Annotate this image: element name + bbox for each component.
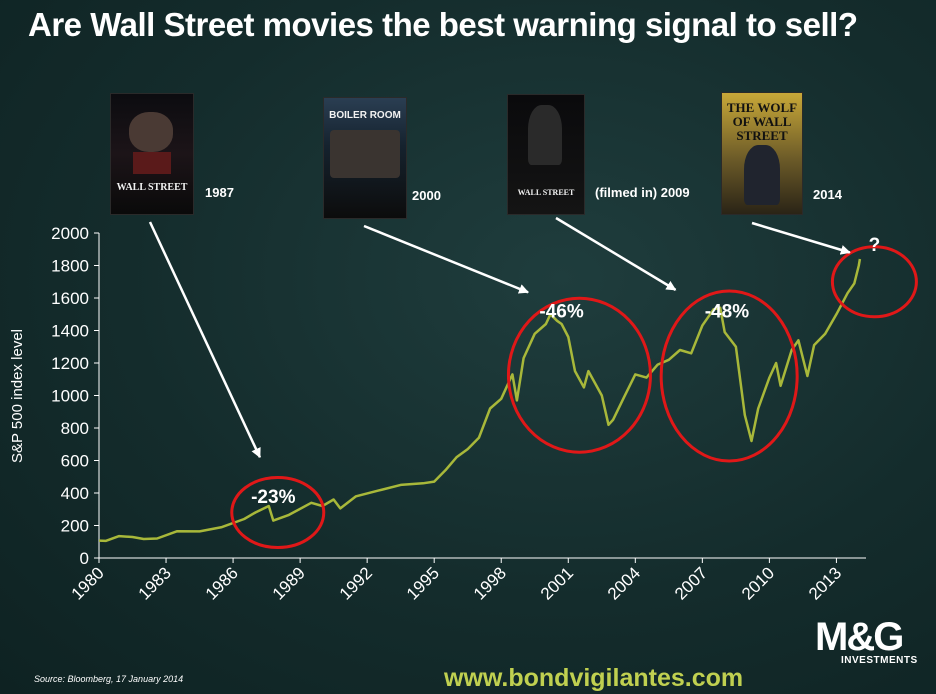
poster-wall-street-2009: WALL STREET [507, 94, 585, 215]
x-tick-label: 1992 [336, 563, 376, 603]
sp500-series-line [98, 258, 862, 543]
x-tick-label: 2007 [671, 563, 711, 603]
y-tick-label: 600 [61, 452, 89, 471]
x-tick-label: 2010 [738, 563, 778, 603]
y-tick-label: 1000 [51, 387, 89, 406]
poster-arrow [751, 221, 851, 255]
x-tick-label: 1998 [470, 563, 510, 603]
poster-arrow [363, 224, 529, 294]
x-tick-label: 1989 [269, 563, 309, 603]
poster-boiler-room: BOILER ROOM [323, 97, 407, 219]
poster-figure-icon [744, 145, 780, 205]
y-tick-label: 400 [61, 484, 89, 503]
y-tick-label: 2000 [51, 224, 89, 243]
poster-title: THE WOLF OF WALL STREET [726, 100, 798, 143]
x-tick-label: 2013 [805, 563, 845, 603]
poster-year-label: 2014 [813, 187, 842, 202]
poster-year-label: (filmed in) 2009 [595, 185, 690, 200]
website-link[interactable]: www.bondvigilantes.com [444, 664, 744, 692]
poster-title: WALL STREET [116, 182, 188, 193]
drawdown-label: -23% [251, 487, 295, 508]
y-tick-label: 1600 [51, 289, 89, 308]
page-title: Are Wall Street movies the best warning … [28, 6, 858, 43]
y-tick-label: 1400 [51, 322, 89, 341]
poster-figures-icon [528, 105, 562, 165]
poster-wall-street-1987: WALL STREET [110, 93, 194, 215]
poster-arrow [148, 221, 262, 459]
x-tick-label: 1995 [403, 563, 443, 603]
source-note: Source: Bloomberg, 17 January 2014 [34, 674, 184, 684]
x-tick-label: 1986 [202, 563, 242, 603]
poster-year-label: 2000 [412, 188, 441, 203]
drawdown-label: -48% [705, 302, 749, 323]
poster-title: WALL STREET [517, 188, 575, 197]
x-tick-label: 1983 [135, 563, 175, 603]
logo-mark: M&G [815, 615, 904, 659]
y-tick-label: 800 [61, 419, 89, 438]
y-tick-label: 200 [61, 517, 89, 536]
y-tick-label: 1800 [51, 257, 89, 276]
drawdown-circle [230, 476, 326, 549]
drawdown-circle [506, 296, 652, 454]
y-tick-label: 1200 [51, 354, 89, 373]
mg-logo: M&G INVESTMENTS [815, 615, 927, 666]
poster-art-icon [133, 152, 171, 174]
drawdown-circle [830, 245, 918, 319]
poster-year-label: 1987 [205, 185, 234, 200]
poster-arrow [555, 216, 677, 291]
poster-title: BOILER ROOM [329, 110, 401, 121]
y-tick-label: 0 [80, 549, 89, 568]
logo-subtitle: INVESTMENTS [841, 655, 918, 666]
x-tick-label: 1980 [68, 563, 108, 603]
drawdown-circle [659, 289, 799, 463]
poster-faces-icon [330, 130, 400, 178]
drawdown-label: ? [869, 235, 881, 256]
drawdown-label: -46% [539, 302, 583, 323]
poster-faces-icon [129, 112, 173, 152]
x-tick-label: 2004 [604, 563, 644, 603]
y-axis-label: S&P 500 index level [9, 329, 26, 463]
poster-wolf-of-wall-street: THE WOLF OF WALL STREET [721, 92, 803, 215]
x-tick-label: 2001 [537, 563, 577, 603]
